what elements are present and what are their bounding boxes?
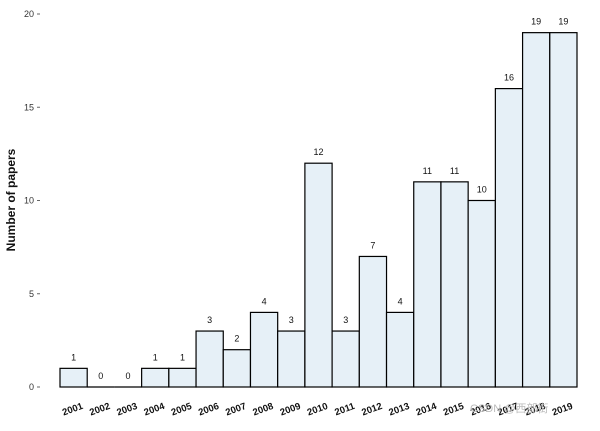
y-tick-label-0: 0 xyxy=(29,382,34,392)
data-label-2018: 19 xyxy=(531,17,541,27)
x-tick-label-2015: 2015 xyxy=(442,401,466,419)
data-label-2005: 1 xyxy=(180,352,185,362)
x-tick-label-2014: 2014 xyxy=(415,401,439,419)
y-axis: 0 5 10 15 20 xyxy=(24,9,40,392)
y-axis-label: Number of papers xyxy=(4,148,18,251)
bar-2016 xyxy=(467,199,496,388)
bar-2014 xyxy=(413,181,442,388)
bar-2017 xyxy=(494,87,524,388)
data-label-2006: 3 xyxy=(207,315,212,325)
data-label-2013: 4 xyxy=(398,296,403,306)
bar-2011 xyxy=(331,330,360,388)
bar-2019 xyxy=(549,32,578,388)
x-tick-label-2013: 2013 xyxy=(387,401,411,419)
bar-2007 xyxy=(222,349,252,388)
x-tick-label-2010: 2010 xyxy=(306,401,330,419)
x-tick-label-2004: 2004 xyxy=(143,401,167,419)
data-label-2017: 16 xyxy=(504,73,514,83)
data-label-2003: 0 xyxy=(126,371,131,381)
bar-2012 xyxy=(358,255,388,388)
data-label-2010: 12 xyxy=(313,147,323,157)
bar-2005 xyxy=(168,367,197,388)
x-tick-label-2009: 2009 xyxy=(279,401,303,419)
x-tick-label-2008: 2008 xyxy=(251,401,275,419)
data-label-2011: 3 xyxy=(343,315,348,325)
data-label-2014: 11 xyxy=(423,166,432,176)
x-tick-label-2012: 2012 xyxy=(360,401,384,419)
x-tick-label-2006: 2006 xyxy=(197,401,221,419)
y-tick-label-15: 15 xyxy=(24,102,34,112)
bar-2001 xyxy=(59,367,88,388)
bar-2004 xyxy=(141,367,170,388)
bar-2009 xyxy=(277,330,306,388)
data-label-2016: 10 xyxy=(477,185,487,195)
bars xyxy=(59,32,578,388)
data-label-2002: 0 xyxy=(98,371,103,381)
data-label-2004: 1 xyxy=(153,352,158,362)
bar-2013 xyxy=(385,311,415,388)
data-label-2012: 7 xyxy=(370,240,375,250)
data-label-2015: 11 xyxy=(450,166,459,176)
data-label-2007: 2 xyxy=(234,334,239,344)
y-tick-label-5: 5 xyxy=(29,289,34,299)
bar-2018 xyxy=(521,32,551,388)
x-tick-label-2019: 2019 xyxy=(551,401,575,419)
x-tick-label-2003: 2003 xyxy=(115,401,139,419)
data-label-2008: 4 xyxy=(262,296,267,306)
bar-2006 xyxy=(195,330,224,388)
bar-2015 xyxy=(440,181,469,388)
bar-2008 xyxy=(249,311,279,388)
x-tick-label-2001: 2001 xyxy=(61,401,85,419)
data-label-2009: 3 xyxy=(289,315,294,325)
bar-2010 xyxy=(304,162,333,388)
watermark: CSDN @西部街 xyxy=(470,401,548,415)
x-tick-label-2002: 2002 xyxy=(88,401,112,419)
y-tick-label-10: 10 xyxy=(24,196,34,206)
data-label-2019: 19 xyxy=(558,17,568,27)
y-tick-label-20: 20 xyxy=(24,9,34,19)
x-tick-label-2007: 2007 xyxy=(224,401,248,419)
x-tick-label-2005: 2005 xyxy=(170,401,194,419)
data-label-2001: 1 xyxy=(71,352,76,362)
x-tick-label-2011: 2011 xyxy=(333,401,357,419)
